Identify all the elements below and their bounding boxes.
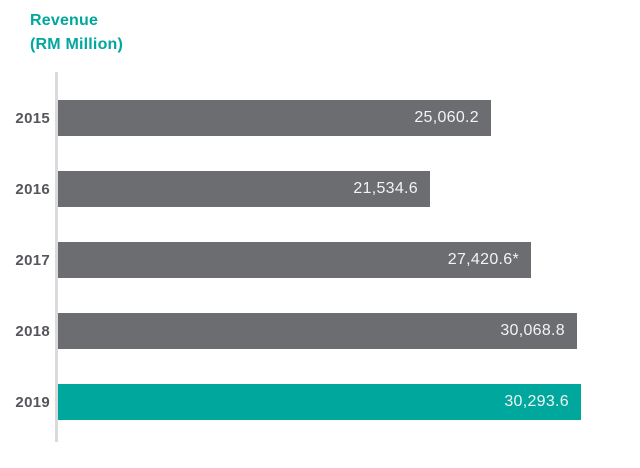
category-label-2015: 2015: [15, 109, 50, 127]
chart-row: 2016 21,534.6: [0, 171, 640, 207]
chart-row: 2018 30,068.8: [0, 313, 640, 349]
bar-2017: 27,420.6*: [58, 242, 531, 278]
chart-title-line2: (RM Million): [30, 36, 124, 53]
bar-2015: 25,060.2: [58, 100, 491, 136]
chart-row: 2017 27,420.6*: [0, 242, 640, 278]
chart-rows: 2015 25,060.2 2016 21,534.6 2017 27,420.6* 201…: [0, 100, 640, 420]
category-label-2018: 2018: [15, 322, 50, 340]
y-axis-line: [55, 72, 58, 442]
value-label: 30,068.8: [500, 322, 565, 339]
chart-title-line1: Revenue: [30, 12, 99, 29]
value-label: 30,293.6: [504, 393, 569, 410]
bar-2019: 30,293.6: [58, 384, 581, 420]
bar-2016: 21,534.6: [58, 171, 430, 207]
category-label-2016: 2016: [15, 180, 50, 198]
value-label: 27,420.6*: [447, 251, 519, 268]
chart-row: 2019 30,293.6: [0, 384, 640, 420]
value-label: 21,534.6: [353, 180, 418, 197]
chart-title: Revenue (RM Million): [30, 9, 123, 57]
category-label-2017: 2017: [15, 251, 50, 269]
category-label-2019: 2019: [15, 393, 50, 411]
bar-2018: 30,068.8: [58, 313, 577, 349]
chart-row: 2015 25,060.2: [0, 100, 640, 136]
value-label: 25,060.2: [414, 109, 479, 126]
